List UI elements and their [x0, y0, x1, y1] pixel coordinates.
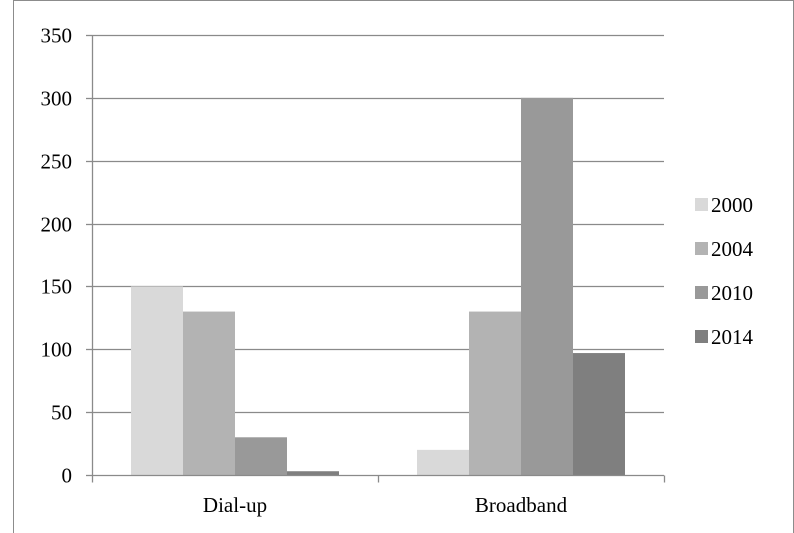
y-tick-label: 100: [41, 338, 73, 362]
y-tick-label: 250: [41, 150, 73, 174]
bar-dial-up-2004: [183, 311, 235, 475]
bar-dial-up-2000: [131, 286, 183, 475]
bar-dial-up-2014: [287, 471, 339, 475]
bar-broadband-2010: [521, 97, 573, 475]
bar-dial-up-2010: [235, 437, 287, 475]
y-tick-label: 350: [41, 24, 73, 48]
y-tick-label: 50: [51, 401, 72, 425]
y-tick-label: 300: [41, 87, 73, 111]
legend-swatch: [695, 198, 708, 211]
legend-label: 2010: [711, 281, 753, 305]
legend-swatch: [695, 242, 708, 255]
bar-broadband-2004: [469, 311, 521, 475]
legend-label: 2004: [711, 237, 754, 261]
legend-label: 2014: [711, 325, 754, 349]
y-tick-label: 150: [41, 275, 73, 299]
bar-broadband-2000: [417, 449, 469, 475]
legend-swatch: [695, 330, 708, 343]
x-category-label: Dial-up: [203, 493, 267, 517]
y-tick-label: 200: [41, 213, 73, 237]
x-category-label: Broadband: [475, 493, 568, 517]
legend-swatch: [695, 286, 708, 299]
y-tick-label: 0: [62, 464, 73, 488]
legend-label: 2000: [711, 193, 753, 217]
bar-broadband-2014: [573, 353, 625, 475]
